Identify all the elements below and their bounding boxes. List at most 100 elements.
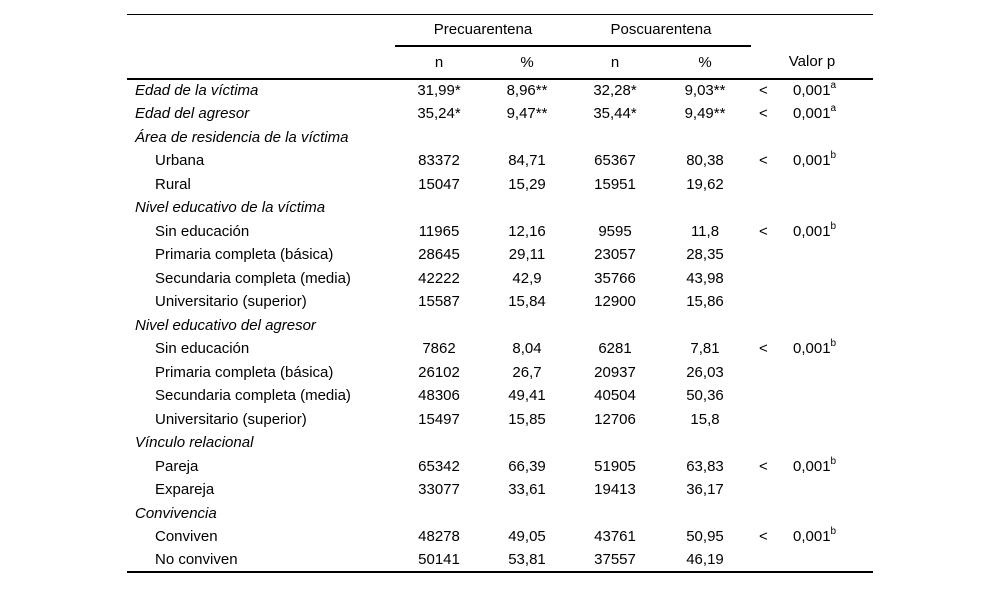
row-item-label: Pareja <box>155 457 199 475</box>
value-cell: 26,03 <box>686 363 724 381</box>
value-cell: 35766 <box>594 269 636 287</box>
subheader-n-pos: n <box>571 45 659 80</box>
value-cell: 50141 <box>418 551 460 569</box>
p-value: 0,001b <box>793 526 837 546</box>
p-value: 0,001b <box>793 150 837 170</box>
p-value-cell: <0,001a <box>751 79 873 103</box>
value-cell: 33077 <box>418 481 460 499</box>
value-cell <box>483 196 571 220</box>
row-category-label: Nivel educativo de la víctima <box>135 199 326 217</box>
value-cell: 51905 <box>594 457 636 475</box>
table-row: Sin educación 11965 12,16 9595 11,8 <0,001b <box>127 220 873 244</box>
p-value: 0,001b <box>793 220 837 240</box>
value-cell: 49,05 <box>508 528 546 546</box>
p-value-cell: <0,001b <box>751 455 873 479</box>
less-than-sign: < <box>759 340 768 358</box>
p-value: 0,001b <box>793 455 837 475</box>
table-body: Edad de la víctima 31,99* 8,96** 32,28* 9,03… <box>127 79 873 573</box>
value-cell: 42,9 <box>512 269 542 287</box>
value-cell: 12706 <box>594 410 636 428</box>
value-cell: 11,8 <box>690 222 720 240</box>
table-row: Universitario (superior) 15497 15,85 12706 1… <box>127 408 873 432</box>
value-cell <box>571 502 659 526</box>
value-cell <box>659 502 751 526</box>
p-value-cell: <0,001b <box>751 149 873 173</box>
p-value-cell: <0,001a <box>751 102 873 126</box>
row-category-label: Vínculo relacional <box>135 434 254 452</box>
p-footnote-marker: a <box>830 80 837 92</box>
row-item-label: Universitario (superior) <box>155 293 307 311</box>
p-value: 0,001a <box>793 80 837 100</box>
column-group-poscuarentena: Poscuarentena <box>571 14 751 47</box>
value-cell <box>395 126 483 150</box>
value-cell <box>571 431 659 455</box>
row-item-label: Primaria completa (básica) <box>155 246 334 264</box>
value-cell: 23057 <box>594 246 636 264</box>
table-row: Nivel educativo de la víctima <box>127 196 873 220</box>
value-cell: 15587 <box>418 293 460 311</box>
table-row: Pareja 65342 66,39 51905 63,83 <0,001b <box>127 455 873 479</box>
value-cell: 15047 <box>418 175 460 193</box>
value-cell: 36,17 <box>686 481 724 499</box>
table-row: Expareja 33077 33,61 19413 36,17 <box>127 478 873 502</box>
value-cell: 29,11 <box>508 246 546 264</box>
value-cell: 42222 <box>418 269 460 287</box>
row-category-label: Área de residencia de la víctima <box>135 128 349 146</box>
p-value-cell <box>751 243 873 267</box>
value-cell: 63,83 <box>686 457 724 475</box>
row-item-label: Universitario (superior) <box>155 410 307 428</box>
value-cell: 43761 <box>594 528 636 546</box>
row-category-label: Nivel educativo del agresor <box>135 316 316 334</box>
value-cell: 48306 <box>418 387 460 405</box>
row-item-label: Sin educación <box>155 340 250 358</box>
row-category-label: Convivencia <box>135 504 217 522</box>
value-cell: 7,81 <box>690 340 720 358</box>
value-cell: 33,61 <box>508 481 546 499</box>
row-category-label: Edad de la víctima <box>135 82 259 100</box>
value-cell <box>571 314 659 338</box>
column-group-precuarentena: Precuarentena <box>395 14 571 47</box>
table-row: Área de residencia de la víctima <box>127 126 873 150</box>
p-footnote-marker: b <box>830 338 837 350</box>
row-item-label: Secundaria completa (media) <box>155 387 351 405</box>
value-cell: 12,16 <box>508 222 546 240</box>
value-cell: 46,19 <box>686 551 724 569</box>
value-cell: 48278 <box>418 528 460 546</box>
row-item-label: No conviven <box>155 551 238 569</box>
table-row: No conviven 50141 53,81 37557 46,19 <box>127 549 873 573</box>
subheader-row: n % n % Valor p <box>127 45 873 80</box>
value-cell: 53,81 <box>508 551 546 569</box>
value-cell: 80,38 <box>686 152 724 170</box>
less-than-sign: < <box>759 457 768 475</box>
less-than-sign: < <box>759 152 768 170</box>
row-item-label: Primaria completa (básica) <box>155 363 334 381</box>
less-than-sign: < <box>759 105 768 123</box>
value-cell: 50,95 <box>686 528 724 546</box>
value-cell: 35,44* <box>593 105 637 123</box>
table-row: Nivel educativo del agresor <box>127 314 873 338</box>
table-row: Sin educación 7862 8,04 6281 7,81 <0,001b <box>127 337 873 361</box>
value-cell: 15,86 <box>686 293 724 311</box>
value-cell: 65342 <box>418 457 460 475</box>
value-cell: 15,85 <box>508 410 546 428</box>
table-row: Universitario (superior) 15587 15,84 12900 1… <box>127 290 873 314</box>
value-cell: 9,49** <box>684 105 726 123</box>
row-item-label: Expareja <box>155 481 215 499</box>
value-cell <box>395 314 483 338</box>
p-value-cell: <0,001b <box>751 220 873 244</box>
less-than-sign: < <box>759 222 768 240</box>
value-cell: 19,62 <box>686 175 724 193</box>
table-row: Vínculo relacional <box>127 431 873 455</box>
p-value-cell <box>751 314 873 338</box>
less-than-sign: < <box>759 528 768 546</box>
p-value-cell <box>751 549 873 573</box>
value-cell: 15497 <box>418 410 460 428</box>
value-cell: 84,71 <box>508 152 546 170</box>
value-cell: 40504 <box>594 387 636 405</box>
value-cell <box>571 126 659 150</box>
p-value-cell <box>751 361 873 385</box>
row-category-label: Edad del agresor <box>135 105 250 123</box>
table-row: Convivencia <box>127 502 873 526</box>
p-value-cell <box>751 290 873 314</box>
